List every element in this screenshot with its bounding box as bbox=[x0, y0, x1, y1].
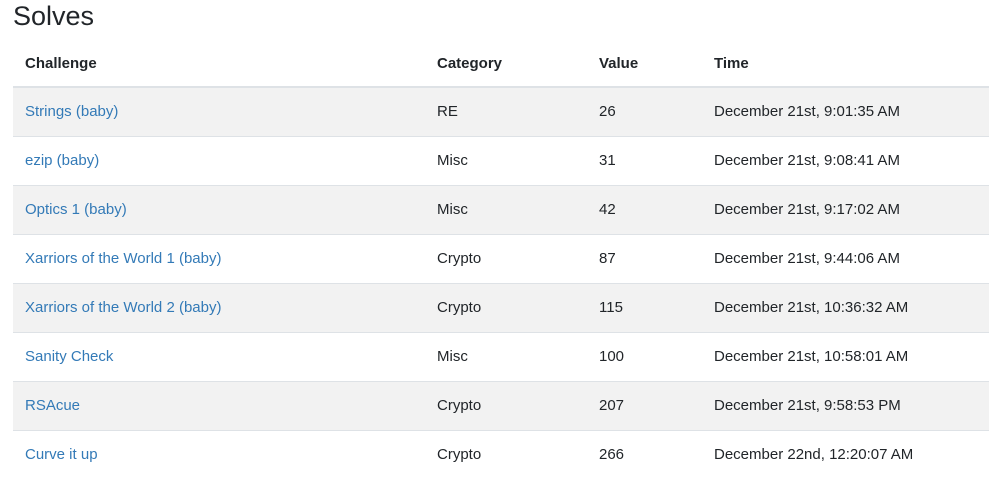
challenge-link[interactable]: Sanity Check bbox=[25, 348, 114, 365]
category-cell: Crypto bbox=[425, 429, 587, 479]
page-title: Solves bbox=[13, 1, 95, 31]
category-cell: Misc bbox=[425, 184, 587, 234]
value-cell: 42 bbox=[587, 184, 702, 234]
time-cell: December 21st, 10:58:01 AM bbox=[702, 331, 989, 381]
table-row: Xarriors of the World 2 (baby) Crypto 11… bbox=[13, 282, 989, 332]
value-cell: 115 bbox=[587, 282, 702, 332]
category-cell: Crypto bbox=[425, 233, 587, 283]
category-cell: RE bbox=[425, 87, 587, 136]
challenge-cell: ezip (baby) bbox=[13, 135, 425, 185]
time-cell: December 21st, 9:17:02 AM bbox=[702, 184, 989, 234]
challenge-link[interactable]: ezip (baby) bbox=[25, 152, 100, 169]
category-cell: Crypto bbox=[425, 380, 587, 430]
table-row: RSAcue Crypto 207 December 21st, 9:58:53… bbox=[13, 380, 989, 430]
column-header-category: Category bbox=[425, 40, 587, 88]
table-header: Challenge Category Value Time bbox=[13, 40, 989, 88]
challenge-cell: RSAcue bbox=[13, 380, 425, 430]
table-row: ezip (baby) Misc 31 December 21st, 9:08:… bbox=[13, 135, 989, 185]
column-header-value: Value bbox=[587, 40, 702, 88]
category-cell: Crypto bbox=[425, 282, 587, 332]
challenge-link[interactable]: Optics 1 (baby) bbox=[25, 201, 127, 218]
challenge-cell: Optics 1 (baby) bbox=[13, 184, 425, 234]
column-header-time: Time bbox=[702, 40, 989, 88]
value-cell: 207 bbox=[587, 380, 702, 430]
table-row: Curve it up Crypto 266 December 22nd, 12… bbox=[13, 429, 989, 479]
value-cell: 100 bbox=[587, 331, 702, 381]
challenge-cell: Strings (baby) bbox=[13, 87, 425, 136]
time-cell: December 21st, 9:44:06 AM bbox=[702, 233, 989, 283]
table-row: Strings (baby) RE 26 December 21st, 9:01… bbox=[13, 87, 989, 136]
table-row: Xarriors of the World 1 (baby) Crypto 87… bbox=[13, 233, 989, 283]
challenge-link[interactable]: Strings (baby) bbox=[25, 103, 119, 121]
table-row: Sanity Check Misc 100 December 21st, 10:… bbox=[13, 331, 989, 381]
value-cell: 26 bbox=[587, 87, 702, 136]
time-cell: December 21st, 10:36:32 AM bbox=[702, 282, 989, 332]
challenge-link[interactable]: Curve it up bbox=[25, 446, 98, 464]
challenge-cell: Sanity Check bbox=[13, 331, 425, 381]
value-cell: 87 bbox=[587, 233, 702, 283]
challenge-link[interactable]: RSAcue bbox=[25, 397, 81, 414]
table-body: Strings (baby) RE 26 December 21st, 9:01… bbox=[13, 87, 989, 479]
solves-table: Challenge Category Value Time Strings (b… bbox=[13, 40, 989, 479]
category-cell: Misc bbox=[425, 331, 587, 381]
value-cell: 266 bbox=[587, 429, 702, 479]
header-row: Challenge Category Value Time bbox=[13, 40, 989, 88]
category-cell: Misc bbox=[425, 135, 587, 185]
table-row: Optics 1 (baby) Misc 42 December 21st, 9… bbox=[13, 184, 989, 234]
challenge-link[interactable]: Xarriors of the World 1 (baby) bbox=[25, 250, 222, 267]
challenge-cell: Xarriors of the World 1 (baby) bbox=[13, 233, 425, 283]
time-cell: December 22nd, 12:20:07 AM bbox=[702, 429, 989, 479]
challenge-link[interactable]: Xarriors of the World 2 (baby) bbox=[25, 299, 222, 316]
time-cell: December 21st, 9:58:53 PM bbox=[702, 380, 989, 430]
challenge-cell: Xarriors of the World 2 (baby) bbox=[13, 282, 425, 332]
column-header-challenge: Challenge bbox=[13, 40, 425, 88]
time-cell: December 21st, 9:08:41 AM bbox=[702, 135, 989, 185]
challenge-cell: Curve it up bbox=[13, 429, 425, 479]
value-cell: 31 bbox=[587, 135, 702, 185]
time-cell: December 21st, 9:01:35 AM bbox=[702, 87, 989, 136]
